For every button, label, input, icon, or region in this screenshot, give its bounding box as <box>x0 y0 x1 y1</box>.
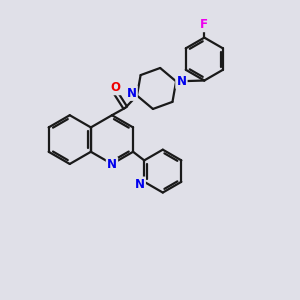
Text: N: N <box>107 158 117 171</box>
Text: F: F <box>200 18 208 31</box>
Text: O: O <box>110 81 120 94</box>
Text: N: N <box>135 178 145 191</box>
Text: N: N <box>127 87 136 100</box>
Text: N: N <box>176 75 186 88</box>
